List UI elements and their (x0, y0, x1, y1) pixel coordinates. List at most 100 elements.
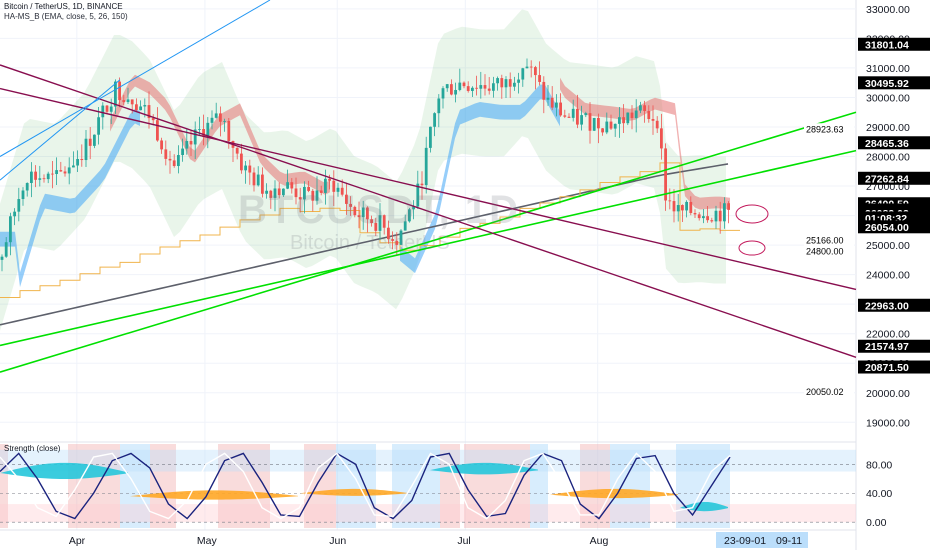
candle-body (563, 115, 567, 117)
red-ribbon (110, 74, 330, 195)
candle-body (210, 117, 214, 123)
price-label: 20871.50 (865, 362, 909, 374)
candle-body (529, 66, 533, 68)
strength-line (0, 452, 731, 520)
candle-body (458, 82, 462, 90)
strength-band (676, 444, 730, 528)
candle-body (567, 116, 571, 118)
candle-body (504, 79, 508, 88)
candle-body (508, 79, 512, 87)
upper-zone (0, 449, 856, 472)
price-label-bg (858, 171, 930, 185)
x-tick-label: Jul (457, 535, 470, 547)
price-label-bg (858, 360, 930, 374)
candle-body (651, 119, 655, 121)
price-label-bg (858, 298, 930, 312)
candle-body (639, 105, 642, 111)
level-annotation: 25166.00 (806, 236, 844, 246)
candle-body (429, 126, 432, 148)
candle-body (622, 117, 625, 124)
candle-body (466, 86, 470, 91)
candle-body (412, 206, 415, 210)
level-annotation-bg (804, 123, 854, 136)
candle-body (177, 155, 180, 167)
candle-body (534, 67, 537, 76)
strength-band (150, 444, 176, 528)
candle-body (647, 110, 651, 120)
candle-body (286, 182, 289, 189)
candle-body (559, 102, 562, 116)
candle-body (660, 128, 663, 149)
candle-body (88, 138, 92, 146)
candle-body (454, 89, 457, 95)
y-tick-label: 20000.00 (866, 388, 910, 400)
price-label: 28465.36 (865, 138, 909, 150)
time-next-label: 09-11 (776, 535, 802, 547)
candle-body (332, 180, 336, 192)
level-annotation-bg (804, 385, 854, 398)
indicator-title: HA-MS_B (EMA, close, 5, 26, 150) (4, 12, 128, 21)
candle-body (676, 205, 680, 212)
candle-body (416, 183, 420, 207)
candle-body (403, 221, 407, 231)
candle-body (206, 122, 210, 138)
candle-body (17, 199, 21, 212)
candle-body (433, 113, 436, 127)
trendline-green (0, 111, 857, 373)
candle-body (462, 82, 466, 87)
y-tick-label: 33000.00 (866, 4, 910, 16)
marker-circle (735, 204, 769, 224)
candle-body (382, 215, 386, 228)
candle-body (672, 201, 676, 212)
trendline-maroon (0, 64, 857, 358)
candle-body (702, 216, 705, 219)
candle-body (437, 98, 441, 114)
strength-line (0, 452, 731, 520)
candle-body (718, 210, 722, 222)
y-tick-label: 29000.00 (866, 122, 910, 134)
candle-body (143, 105, 147, 107)
price-label: 22963.00 (865, 300, 909, 312)
candle-body (0, 256, 4, 260)
candle-body (214, 113, 218, 118)
marker-circle (738, 240, 766, 256)
watermark-name: Bitcoin / TetherUS (290, 232, 450, 254)
candle-body (391, 239, 394, 241)
candle-body (580, 115, 583, 125)
candle-body (525, 66, 529, 69)
candle-body (181, 148, 184, 156)
candle-body (542, 81, 546, 100)
candle-body (374, 223, 378, 231)
candle-body (114, 81, 117, 107)
candle-body (240, 153, 243, 171)
candle-body (546, 97, 550, 100)
candle-body (378, 215, 382, 231)
time-current-label: 23-09-01 (724, 535, 766, 547)
price-label-bg (858, 76, 930, 90)
candle-body (601, 128, 604, 133)
candle-body (643, 105, 646, 111)
candle-body (664, 148, 667, 201)
level-annotation: 20050.02 (806, 387, 844, 397)
candle-body (357, 215, 361, 218)
candle-body (248, 165, 252, 173)
strength-band (218, 444, 270, 528)
candle-body (492, 83, 495, 91)
candle-body (93, 134, 96, 146)
price-label: 27262.84 (865, 173, 909, 185)
y-tick-label: 24000.00 (866, 270, 910, 282)
strength-fill-orange (300, 488, 408, 496)
candle-body (483, 85, 487, 89)
candle-body (147, 105, 151, 119)
strength-fill-teal (430, 462, 538, 475)
candle-body (706, 216, 709, 221)
candle-body (399, 230, 403, 245)
candle-body (479, 85, 483, 89)
candle-body (269, 190, 273, 198)
strength-band (336, 444, 376, 528)
price-label: 26054.00 (865, 222, 909, 234)
candle-body (59, 170, 63, 172)
candle-body (361, 207, 365, 218)
